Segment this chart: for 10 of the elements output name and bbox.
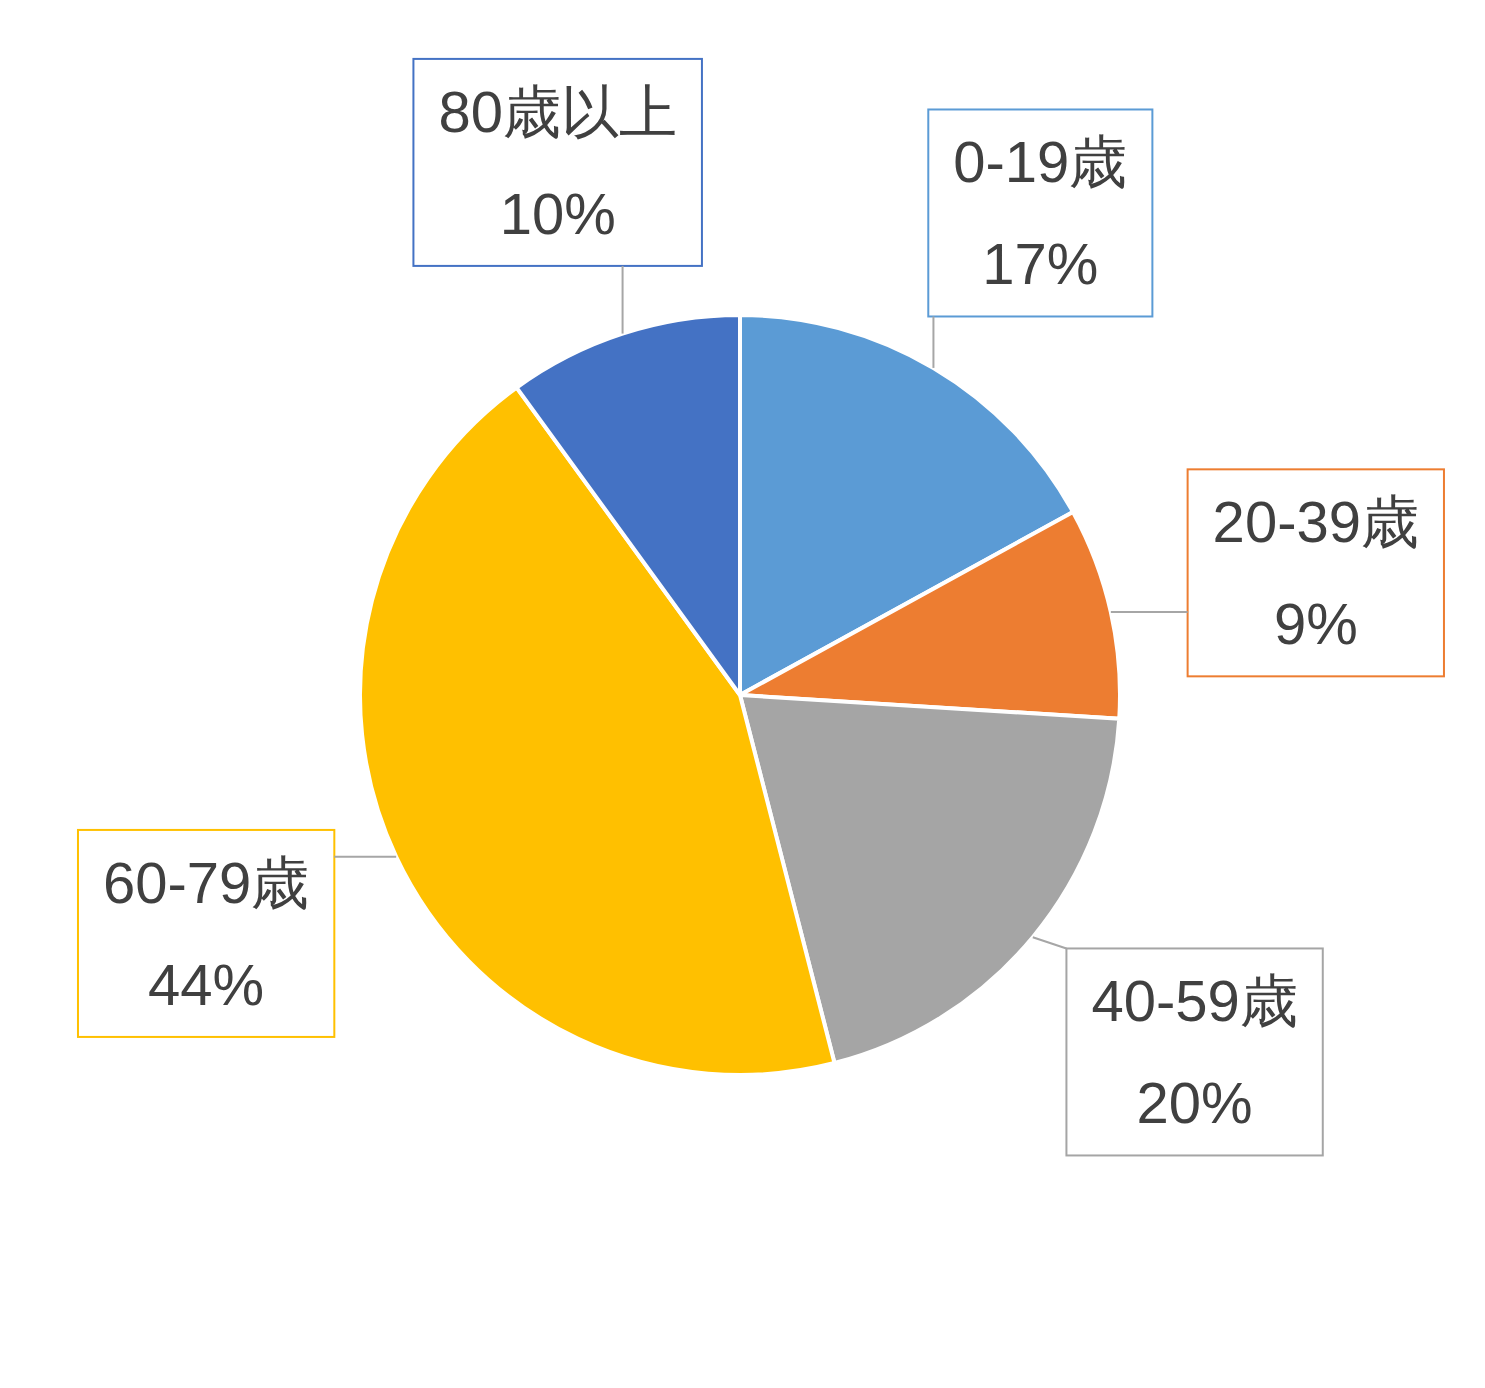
data-label: 10%: [499, 180, 616, 246]
slice-label: 40-59歳: [1091, 968, 1298, 1034]
data-label: 20%: [1136, 1070, 1253, 1136]
data-label: 9%: [1273, 591, 1358, 657]
slice-label: 0-19歳: [953, 129, 1128, 195]
data-label: 17%: [982, 231, 1099, 297]
slice-label: 60-79歳: [102, 849, 310, 915]
slice-label: 80歳以上: [438, 78, 677, 144]
slice-label: 20-39歳: [1212, 489, 1419, 555]
data-label: 44%: [148, 951, 265, 1017]
